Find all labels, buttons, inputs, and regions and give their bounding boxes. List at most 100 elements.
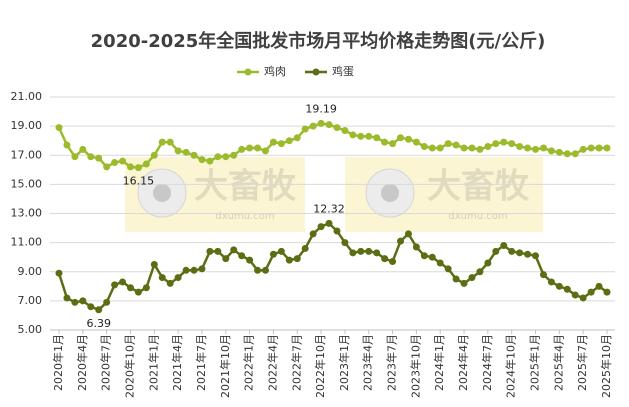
data-point <box>389 258 397 266</box>
data-point <box>301 244 309 252</box>
data-point <box>111 159 119 167</box>
y-tick-label: 7.00 <box>18 294 43 307</box>
data-point <box>571 150 579 158</box>
data-point <box>238 145 246 153</box>
legend-label: 鸡蛋 <box>332 64 354 78</box>
data-point <box>476 268 484 276</box>
data-point <box>365 132 373 140</box>
data-point <box>63 141 71 149</box>
x-tick-label: 2021年4月 <box>170 334 184 391</box>
data-point <box>269 138 277 146</box>
legend-marker <box>312 68 320 76</box>
data-point <box>55 124 63 132</box>
data-point <box>285 137 293 145</box>
watermark: 大畜牧 dxumu.com 大畜牧 dxumu.com <box>125 157 543 232</box>
data-point <box>484 259 492 267</box>
data-point <box>333 124 341 132</box>
x-tick-label: 2024年10月 <box>504 334 518 398</box>
data-point <box>55 269 63 277</box>
data-point <box>373 249 381 257</box>
data-point <box>595 282 603 290</box>
data-point <box>539 271 547 279</box>
data-point <box>71 153 79 161</box>
data-point <box>532 145 540 153</box>
data-point <box>174 147 182 155</box>
data-point <box>190 151 198 159</box>
data-point <box>412 138 420 146</box>
data-point <box>285 256 293 264</box>
data-point <box>87 303 95 311</box>
data-point <box>492 140 500 148</box>
y-tick-label: 21.00 <box>11 90 43 103</box>
data-point <box>412 243 420 251</box>
data-point <box>460 279 468 287</box>
data-point <box>547 147 555 155</box>
data-point <box>571 291 579 299</box>
y-tick-label: 5.00 <box>18 323 43 336</box>
watermark-brand: 大畜牧 <box>194 167 297 207</box>
data-point <box>349 131 357 139</box>
x-tick-label: 2025年1月 <box>528 334 542 391</box>
data-point <box>309 230 317 238</box>
y-tick-label: 13.00 <box>11 207 43 220</box>
data-point <box>254 266 262 274</box>
data-point <box>333 227 341 235</box>
data-point <box>603 288 611 296</box>
x-tick-label: 2021年10月 <box>218 334 232 398</box>
data-point <box>134 164 142 172</box>
data-point <box>460 144 468 152</box>
data-point <box>277 247 285 255</box>
data-point <box>246 144 254 152</box>
data-point <box>254 144 262 152</box>
data-point <box>436 144 444 152</box>
data-point <box>119 157 127 165</box>
data-point <box>230 246 238 254</box>
data-point <box>150 260 158 268</box>
data-point <box>579 294 587 302</box>
data-point <box>317 119 325 127</box>
data-point <box>397 237 405 245</box>
x-tick-label: 2020年10月 <box>122 334 136 398</box>
data-point <box>301 125 309 133</box>
data-point <box>397 134 405 142</box>
data-point <box>373 134 381 142</box>
data-point <box>516 249 524 257</box>
data-point <box>293 134 301 142</box>
data-point <box>444 140 452 148</box>
data-point <box>150 151 158 159</box>
data-point <box>389 140 397 148</box>
data-point <box>357 247 365 255</box>
data-point <box>595 144 603 152</box>
series-line <box>57 221 608 312</box>
data-point <box>79 297 87 305</box>
data-point <box>63 294 71 302</box>
data-point <box>158 138 166 146</box>
data-point <box>420 143 428 151</box>
data-point <box>71 298 79 306</box>
legend-marker <box>244 68 252 76</box>
series-line <box>57 122 607 169</box>
data-point <box>341 126 349 134</box>
data-point <box>524 144 532 152</box>
data-point <box>206 247 214 255</box>
watermark-logo <box>153 184 171 202</box>
data-point <box>587 144 595 152</box>
x-tick-label: 2023年7月 <box>385 334 399 391</box>
data-point <box>246 256 254 264</box>
data-point <box>325 121 333 129</box>
data-point <box>436 259 444 267</box>
data-label: 12.32 <box>313 202 345 215</box>
x-tick-label: 2020年4月 <box>75 334 89 391</box>
data-point <box>166 279 174 287</box>
chart-title: 2020-2025年全国批发市场月平均价格走势图(元/公斤) <box>91 30 546 52</box>
data-point <box>428 144 436 152</box>
watermark-site: dxumu.com <box>215 211 274 222</box>
data-point <box>563 150 571 158</box>
data-point <box>103 298 111 306</box>
data-point <box>317 223 325 231</box>
x-tick-label: 2020年1月 <box>51 334 65 391</box>
watermark-logo <box>381 184 399 202</box>
y-tick-label: 15.00 <box>11 177 43 190</box>
x-tick-label: 2025年10月 <box>599 334 613 398</box>
data-point <box>198 265 206 273</box>
